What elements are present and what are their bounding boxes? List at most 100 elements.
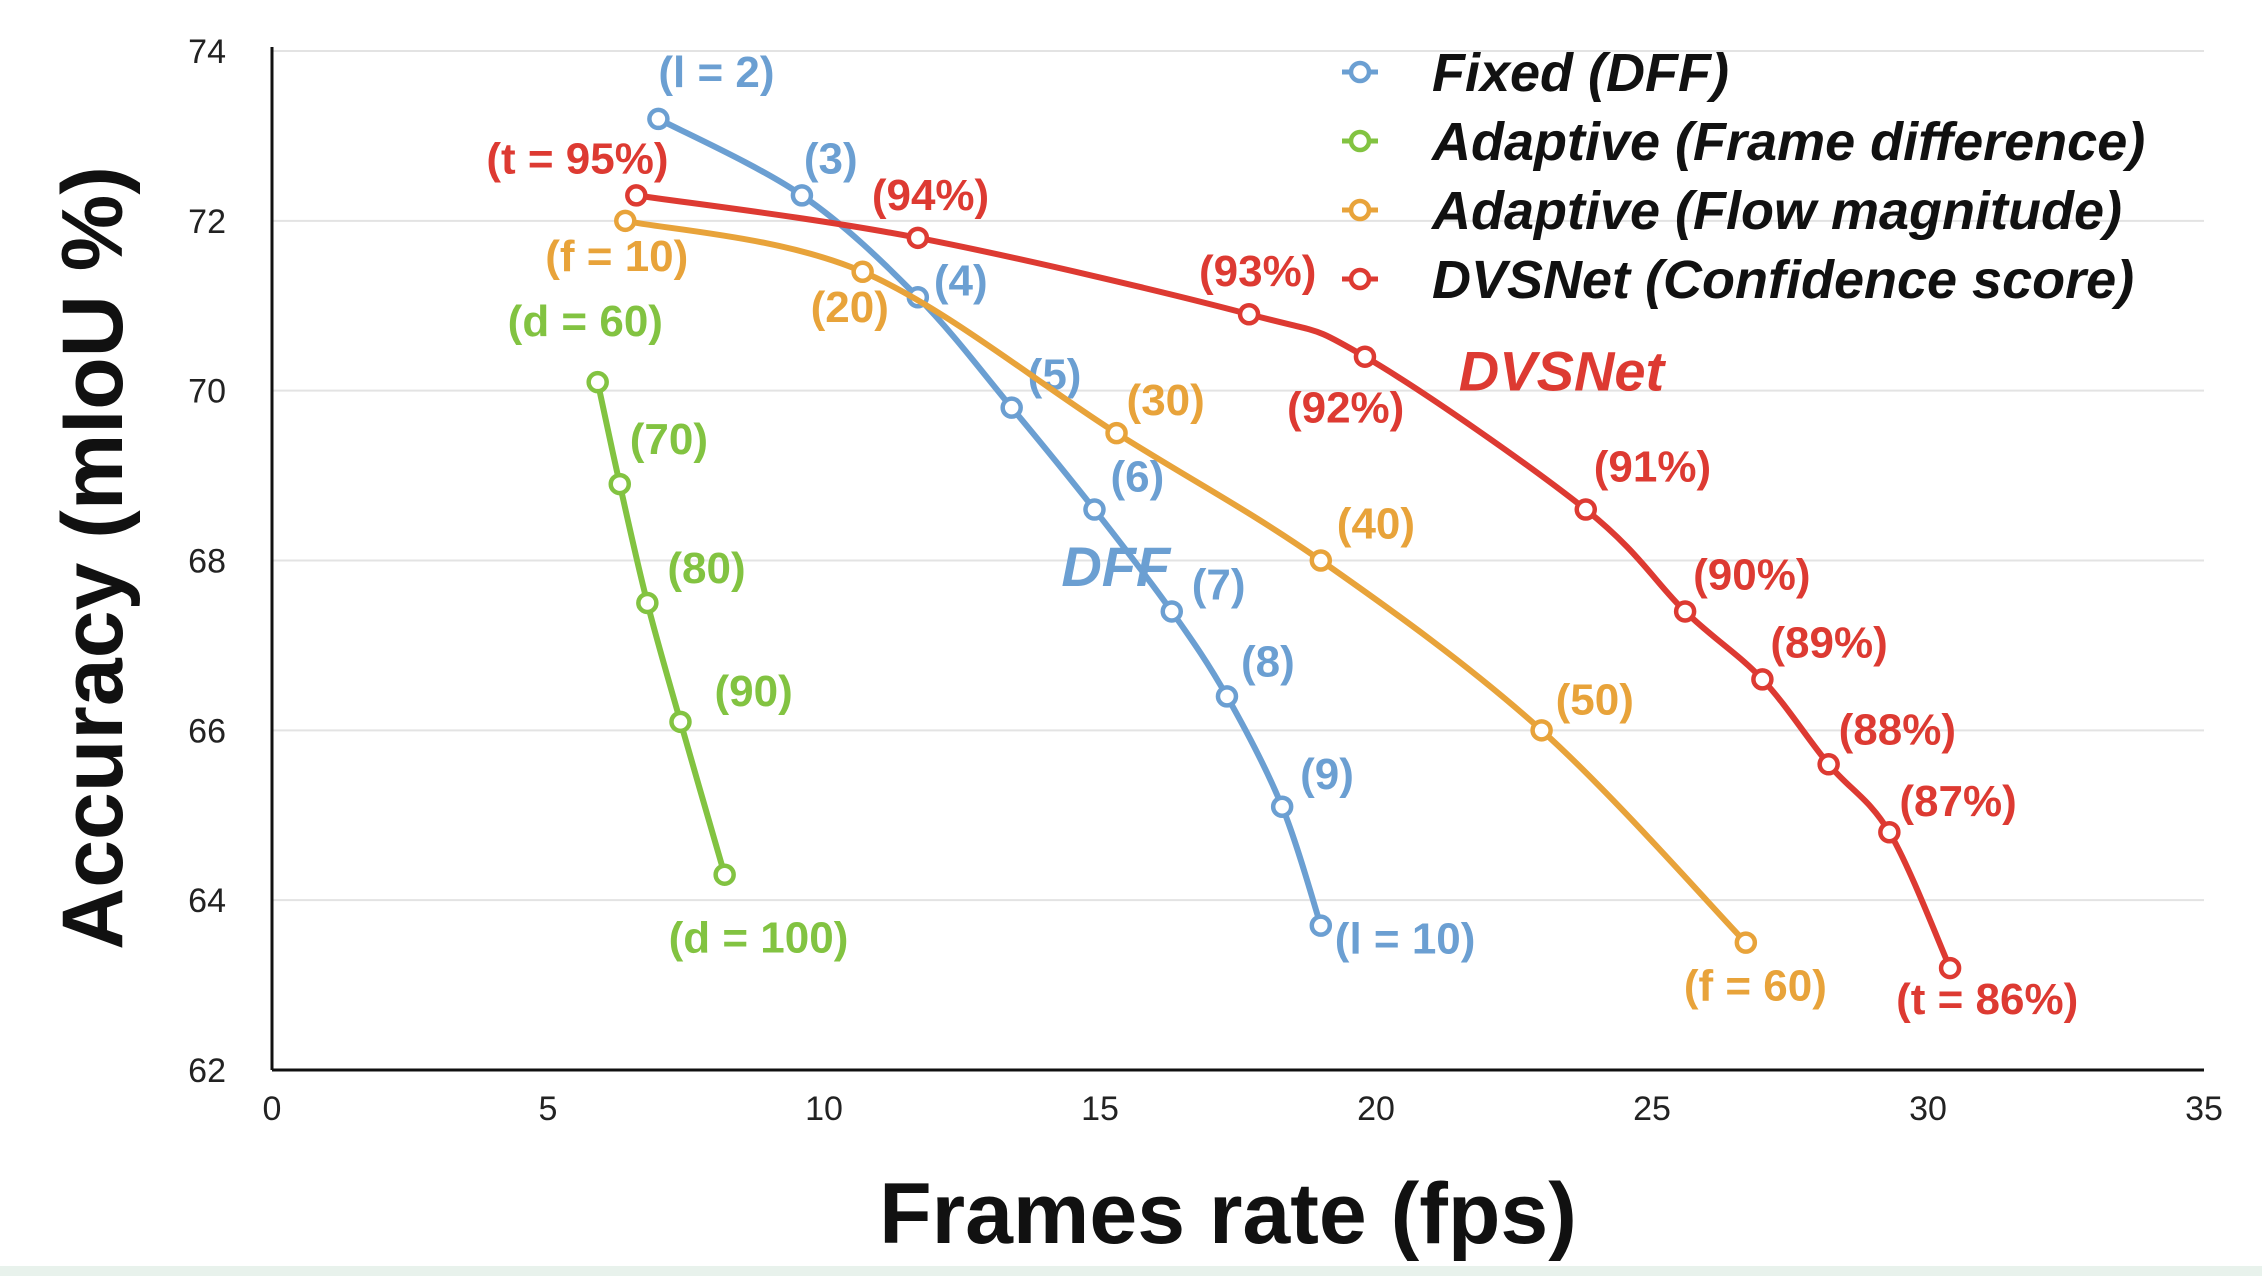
series-tag: DVSNet [1459, 340, 1667, 403]
data-label: (d = 60) [508, 297, 663, 346]
data-label: (87%) [1899, 777, 2016, 826]
x-axis-title: Frames rate (fps) [879, 1166, 1577, 1262]
data-point [1309, 549, 1333, 572]
x-tick-label: 0 [263, 1090, 282, 1128]
legend-label: Adaptive (Flow magnitude) [1430, 181, 2122, 241]
series-tag: DFF [1061, 535, 1172, 598]
data-label: (l = 10) [1335, 915, 1476, 964]
legend: Fixed (DFF) Adaptive (Frame difference) Ad… [1342, 43, 2145, 310]
data-point [1673, 600, 1697, 623]
data-label: (40) [1337, 500, 1415, 549]
data-point [1160, 600, 1184, 623]
tick-labels: 0 5 10 15 20 25 30 35 62 64 66 68 70 72 74 [188, 33, 2223, 1128]
data-point [647, 107, 670, 131]
y-tick-label: 62 [188, 1052, 226, 1090]
x-tick-label: 25 [1633, 1090, 1671, 1128]
data-point [625, 184, 648, 207]
data-point [636, 591, 659, 615]
data-label: (4) [934, 256, 988, 305]
data-point [1751, 668, 1774, 691]
data-point [1878, 820, 1901, 844]
x-tick-label: 10 [805, 1090, 843, 1128]
data-point [586, 370, 609, 394]
axes [270, 47, 2204, 1072]
data-label: (7) [1192, 560, 1246, 609]
data-label: (20) [811, 283, 889, 332]
data-label: (t = 95%) [486, 134, 668, 183]
data-label: (80) [667, 544, 745, 593]
data-label: (9) [1300, 750, 1354, 799]
x-tick-label: 35 [2185, 1090, 2223, 1128]
data-point [1309, 914, 1333, 937]
legend-item: Adaptive (Frame difference) [1342, 112, 2145, 172]
data-label: (3) [804, 134, 858, 183]
data-point [1817, 753, 1840, 776]
data-point [713, 863, 736, 886]
x-tick-label: 5 [539, 1090, 558, 1128]
series-3: (t = 95%)(94%)(93%)(92%)(91%)(90%)(89%)(… [486, 134, 2078, 1024]
data-point [1237, 302, 1261, 326]
x-tick-label: 15 [1081, 1090, 1119, 1128]
legend-label: Adaptive (Frame difference) [1430, 112, 2145, 172]
legend-label: Fixed (DFF) [1432, 43, 1729, 103]
series-group: (l = 2)(3)(4)(5)(6)(7)(8)(9)(l = 10)DFF(… [486, 48, 2078, 1024]
data-label: (30) [1127, 376, 1205, 425]
data-point [1734, 931, 1758, 954]
y-tick-label: 70 [188, 373, 226, 411]
legend-item: Adaptive (Flow magnitude) [1342, 181, 2122, 241]
data-label: (70) [630, 415, 708, 464]
legend-swatch-marker [1348, 60, 1372, 84]
data-point [1083, 498, 1106, 521]
data-label: (90%) [1693, 550, 1810, 599]
x-tick-label: 30 [1909, 1090, 1947, 1128]
legend-swatch-marker [1348, 129, 1372, 153]
series-2: (f = 10) (20) (30) (40) (50) (f = 60) [545, 209, 1827, 1011]
bottom-strip [0, 1266, 2262, 1276]
data-point [608, 472, 632, 496]
series-1: (d = 60) (70) (80) (90) (d = 100) [508, 297, 849, 963]
series-0: (l = 2)(3)(4)(5)(6)(7)(8)(9)(l = 10)DFF [647, 48, 1476, 964]
data-label: (91%) [1594, 443, 1711, 492]
y-tick-label: 74 [188, 33, 226, 71]
data-label: (f = 60) [1684, 962, 1827, 1011]
legend-label: DVSNet (Confidence score) [1432, 250, 2134, 310]
legend-swatch-marker [1348, 198, 1372, 222]
data-label: (94%) [872, 171, 989, 220]
data-label: (8) [1241, 637, 1295, 686]
x-tick-label: 20 [1357, 1090, 1395, 1128]
data-label: (l = 2) [658, 48, 774, 97]
y-axis-title: Accuracy (mIoU %) [45, 166, 141, 950]
data-point [669, 710, 692, 734]
data-point [1000, 396, 1023, 419]
y-tick-label: 72 [188, 203, 226, 241]
data-point [1270, 795, 1294, 819]
legend-item: DVSNet (Confidence score) [1342, 250, 2134, 310]
data-label: (t = 86%) [1896, 975, 2078, 1024]
data-point [614, 209, 637, 233]
data-point [1215, 685, 1239, 708]
data-point [906, 226, 930, 250]
y-tick-label: 68 [188, 543, 226, 581]
y-tick-label: 64 [188, 882, 226, 920]
data-label: (50) [1556, 675, 1634, 724]
legend-item: Fixed (DFF) [1342, 43, 1729, 103]
data-label: (88%) [1839, 705, 1956, 754]
series-line [633, 192, 1954, 972]
data-point [790, 184, 814, 207]
data-label: (92%) [1287, 384, 1404, 433]
data-point [1353, 345, 1377, 368]
data-label: (f = 10) [545, 232, 688, 281]
data-point [1938, 956, 1962, 980]
data-label: (90) [714, 667, 792, 716]
data-point [1530, 719, 1553, 742]
y-tick-label: 66 [188, 712, 226, 750]
data-point [1105, 421, 1128, 445]
data-label: (6) [1110, 453, 1164, 502]
data-label: (d = 100) [669, 914, 849, 963]
data-point [851, 260, 874, 284]
series-line [622, 217, 1749, 946]
legend-swatch-marker [1348, 267, 1372, 291]
data-label: (93%) [1199, 247, 1316, 296]
data-label: (89%) [1770, 618, 1887, 667]
